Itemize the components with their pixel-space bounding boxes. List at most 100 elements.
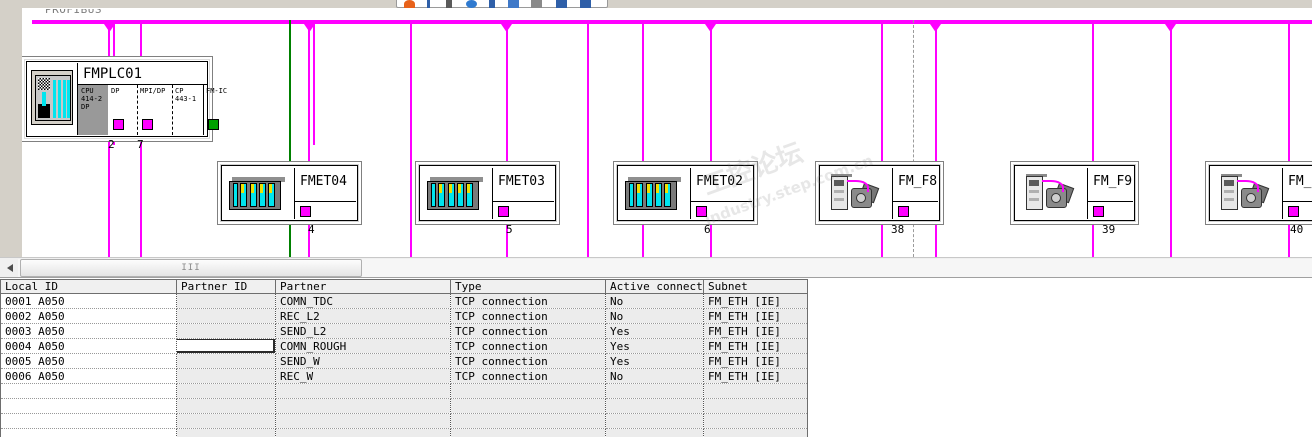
table-row-selected[interactable]: 0004 A050 COMN_ROUGH TCP connection Yes … xyxy=(0,338,808,354)
globe-icon[interactable] xyxy=(466,0,477,8)
col-header-type[interactable]: Type xyxy=(450,279,606,294)
station-frame: FMET03 xyxy=(419,165,556,221)
cell-partner-id-selected[interactable] xyxy=(176,338,276,354)
station-fmet03[interactable]: FMET03 xyxy=(415,161,560,225)
station-fm-f10[interactable]: FM_ xyxy=(1205,161,1312,225)
canvas-hscrollbar[interactable]: III xyxy=(0,257,1312,278)
station-fmet04[interactable]: FMET04 xyxy=(217,161,362,225)
cell-active[interactable]: Yes xyxy=(605,323,704,339)
cell-partner-id[interactable] xyxy=(176,368,276,384)
station-name-fm-f10: FM_ xyxy=(1282,168,1312,202)
refresh-icon[interactable] xyxy=(404,0,415,8)
cell-active[interactable]: No xyxy=(605,308,704,324)
table-row-empty[interactable] xyxy=(0,428,808,437)
cell-type[interactable]: TCP connection xyxy=(450,338,606,354)
table-row[interactable]: 0006 A050 REC_W TCP connection No FM_ETH… xyxy=(0,368,808,384)
connection-table[interactable]: Local ID Partner ID Partner Type Active … xyxy=(0,279,808,437)
cell-subnet[interactable]: FM_ETH [IE] xyxy=(703,338,808,354)
download-icon[interactable] xyxy=(556,0,567,8)
table-row[interactable]: 0002 A050 REC_L2 TCP connection No FM_ET… xyxy=(0,308,808,324)
node-address-38: 38 xyxy=(891,223,905,236)
cell-local-id[interactable]: 0006 A050 xyxy=(0,368,177,384)
align-icon[interactable] xyxy=(508,0,519,8)
station-fm-f9[interactable]: FM_F9 xyxy=(1010,161,1139,225)
cell-partner-id[interactable] xyxy=(176,353,276,369)
node-address-5: 5 xyxy=(506,223,513,236)
plc-slot-row: CPU 414-2 DP DP MPI/DP C xyxy=(77,85,227,135)
cell-partner[interactable]: REC_L2 xyxy=(275,308,451,324)
cell-partner-id[interactable] xyxy=(176,323,276,339)
table-row-empty[interactable] xyxy=(0,413,808,429)
station-fmet02[interactable]: FMET02 xyxy=(613,161,758,225)
col-header-active[interactable]: Active connecti xyxy=(605,279,704,294)
station-fm-f8[interactable]: FM_F8 xyxy=(815,161,944,225)
profibus-bus-line[interactable] xyxy=(32,20,1312,24)
station-led xyxy=(898,206,909,217)
cell-partner[interactable]: COMN_TDC xyxy=(275,293,451,309)
cell-local-id[interactable]: 0002 A050 xyxy=(0,308,177,324)
cell-partner[interactable]: COMN_ROUGH xyxy=(275,338,451,354)
cpu-rack-icon xyxy=(31,70,73,125)
bus-connector-arrow xyxy=(705,24,716,32)
node-address-6: 6 xyxy=(704,223,711,236)
selected-cell-editor[interactable] xyxy=(176,338,275,353)
cell-subnet[interactable]: FM_ETH [IE] xyxy=(703,323,808,339)
connection-table-panel[interactable]: Local ID Partner ID Partner Type Active … xyxy=(0,279,1312,437)
cell-type[interactable]: TCP connection xyxy=(450,323,606,339)
cell-active[interactable]: Yes xyxy=(605,353,704,369)
cell-partner[interactable]: REC_W xyxy=(275,368,451,384)
bus-connector-arrow xyxy=(1165,24,1176,32)
cell-partner[interactable]: SEND_W xyxy=(275,353,451,369)
table-row[interactable]: 0003 A050 SEND_L2 TCP connection Yes FM_… xyxy=(0,323,808,339)
table-row-empty[interactable] xyxy=(0,383,808,399)
cell-subnet[interactable]: FM_ETH [IE] xyxy=(703,368,808,384)
drive-motor-icon xyxy=(825,172,887,216)
table-row[interactable]: 0005 A050 SEND_W TCP connection Yes FM_E… xyxy=(0,353,808,369)
cell-subnet[interactable]: FM_ETH [IE] xyxy=(703,293,808,309)
cell-active[interactable]: No xyxy=(605,368,704,384)
table-row[interactable]: 0001 A050 COMN_TDC TCP connection No FM_… xyxy=(0,293,808,309)
slot-label-dp: DP xyxy=(111,87,120,95)
cell-type[interactable]: TCP connection xyxy=(450,308,606,324)
cell-type[interactable]: TCP connection xyxy=(450,293,606,309)
station-frame: FM_ xyxy=(1209,165,1312,221)
col-header-partner-id[interactable]: Partner ID xyxy=(176,279,276,294)
table-row-empty[interactable] xyxy=(0,398,808,414)
cell-subnet[interactable]: FM_ETH [IE] xyxy=(703,353,808,369)
pointer-icon[interactable] xyxy=(427,0,430,8)
cell-active[interactable]: No xyxy=(605,293,704,309)
properties-icon[interactable] xyxy=(531,0,542,8)
col-header-partner[interactable]: Partner xyxy=(275,279,451,294)
toolbar-strip xyxy=(0,0,1312,9)
col-header-subnet[interactable]: Subnet xyxy=(703,279,808,294)
cell-partner-id[interactable] xyxy=(176,293,276,309)
cell-active[interactable]: Yes xyxy=(605,338,704,354)
text-icon[interactable] xyxy=(489,0,495,8)
cell-partner-id[interactable] xyxy=(176,308,276,324)
hscroll-thumb[interactable]: III xyxy=(20,259,362,277)
cell-local-id[interactable]: 0001 A050 xyxy=(0,293,177,309)
station-fmplc01[interactable]: FMPLC01 CPU 414-2 DP DP MPI/DP xyxy=(22,56,227,142)
cell-type[interactable]: TCP connection xyxy=(450,353,606,369)
cell-local-id[interactable]: 0003 A050 xyxy=(0,323,177,339)
et200-rack-icon xyxy=(425,172,487,216)
cell-type[interactable]: TCP connection xyxy=(450,368,606,384)
slot-mpi-dp[interactable]: MPI/DP xyxy=(137,85,172,135)
slot-fm-ic[interactable]: FM-IC xyxy=(203,85,227,135)
col-header-local-id[interactable]: Local ID xyxy=(0,279,177,294)
slot-dp[interactable]: DP xyxy=(108,85,137,135)
slot-cp443-1[interactable]: CP 443-1 xyxy=(172,85,203,135)
cell-partner[interactable]: SEND_L2 xyxy=(275,323,451,339)
cell-subnet[interactable]: FM_ETH [IE] xyxy=(703,308,808,324)
network-canvas[interactable]: PROFIBUS xyxy=(22,9,1312,257)
node-address-2: 2 xyxy=(108,138,115,151)
cell-local-id[interactable]: 0004 A050 xyxy=(0,338,177,354)
grid-icon[interactable] xyxy=(580,0,591,8)
slot-cpu-414-2dp[interactable]: CPU 414-2 DP xyxy=(78,85,108,135)
scroll-left-icon[interactable] xyxy=(1,259,18,277)
cell-local-id[interactable]: 0005 A050 xyxy=(0,353,177,369)
select-icon[interactable] xyxy=(446,0,452,8)
node-address-39: 39 xyxy=(1102,223,1116,236)
profibus-label: PROFIBUS xyxy=(45,9,102,16)
